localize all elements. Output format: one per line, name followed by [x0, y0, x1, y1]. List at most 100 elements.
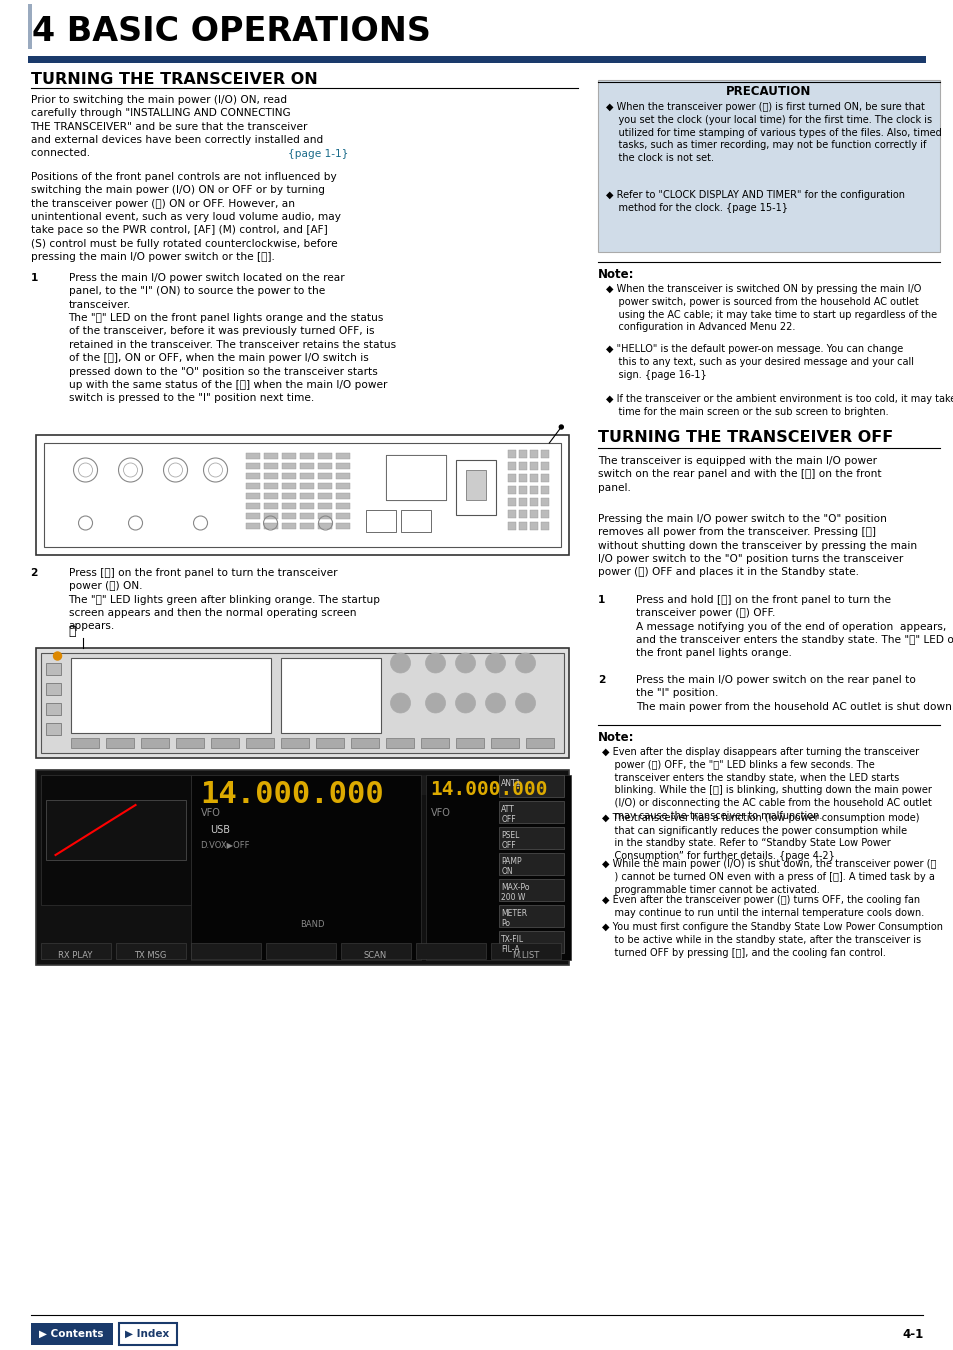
Bar [529, 450, 537, 458]
Circle shape [53, 652, 61, 660]
Bar [140, 738, 169, 748]
Text: ▶ Contents: ▶ Contents [39, 1328, 104, 1339]
Bar [46, 801, 185, 860]
Bar [385, 455, 445, 500]
Text: Press [Ⓧ] on the front panel to turn the transceiver
power (Ⓧ) ON.
The "Ⓧ" LED l: Press [Ⓧ] on the front panel to turn the… [69, 568, 380, 632]
Bar [299, 472, 314, 479]
Bar [263, 522, 277, 529]
Circle shape [485, 693, 505, 713]
Text: VFO: VFO [430, 809, 450, 818]
Text: TX-FIL
FIL-A: TX-FIL FIL-A [500, 936, 524, 954]
Bar [420, 738, 448, 748]
Text: ◆ "HELLO" is the default power-on message. You can change
    this to any text, : ◆ "HELLO" is the default power-on messag… [605, 344, 913, 379]
Bar [263, 463, 277, 468]
Bar [281, 463, 295, 468]
Bar [385, 738, 413, 748]
Bar [299, 454, 314, 459]
Bar [335, 513, 349, 518]
Bar [507, 510, 515, 518]
Bar [498, 853, 564, 875]
Bar [335, 463, 349, 468]
Bar [71, 657, 271, 733]
Text: METER
Po: METER Po [500, 909, 527, 929]
Bar [46, 703, 60, 716]
Bar [315, 738, 343, 748]
Bar [507, 462, 515, 470]
Text: PRECAUTION: PRECAUTION [725, 85, 811, 99]
Bar [455, 738, 483, 748]
Bar [416, 944, 485, 958]
Bar [35, 648, 569, 757]
Bar [106, 738, 133, 748]
Text: ◆ Refer to "CLOCK DISPLAY AND TIMER" for the configuration
    method for the cl: ◆ Refer to "CLOCK DISPLAY AND TIMER" for… [605, 190, 904, 213]
Text: 4-1: 4-1 [902, 1327, 923, 1341]
Bar [317, 513, 332, 518]
Bar [529, 486, 537, 494]
Bar [540, 510, 548, 518]
Text: ◆ Even after the display disappears after turning the transceiver
    power (Ⓧ) : ◆ Even after the display disappears afte… [601, 747, 931, 821]
Circle shape [558, 425, 562, 429]
Circle shape [425, 693, 445, 713]
Bar [335, 483, 349, 489]
Bar [425, 775, 570, 960]
Bar [540, 474, 548, 482]
Bar [281, 472, 295, 479]
Circle shape [515, 693, 535, 713]
Bar [71, 738, 98, 748]
Text: 1: 1 [30, 273, 38, 284]
Bar [299, 522, 314, 529]
Bar [299, 493, 314, 500]
Text: Note:: Note: [598, 269, 634, 281]
Text: ATT
OFF: ATT OFF [500, 805, 516, 825]
Bar [245, 522, 259, 529]
Bar [263, 454, 277, 459]
Text: RX PLAY: RX PLAY [58, 950, 92, 960]
Bar [191, 775, 420, 960]
Bar [540, 462, 548, 470]
Bar [281, 513, 295, 518]
Bar [518, 510, 526, 518]
Text: 4 BASIC OPERATIONS: 4 BASIC OPERATIONS [32, 15, 431, 49]
Bar [455, 460, 495, 514]
Bar [365, 510, 395, 532]
Bar [529, 462, 537, 470]
Text: ◆ Even after the transceiver power (Ⓧ) turns OFF, the cooling fan
    may contin: ◆ Even after the transceiver power (Ⓧ) t… [601, 895, 923, 918]
Text: VFO: VFO [200, 809, 220, 818]
Bar [317, 463, 332, 468]
Circle shape [455, 693, 475, 713]
Bar [245, 513, 259, 518]
Bar [263, 472, 277, 479]
Bar [46, 683, 60, 695]
Text: MAX-Po
200 W: MAX-Po 200 W [500, 883, 529, 902]
Text: ▶ Index: ▶ Index [125, 1328, 170, 1339]
Bar [518, 498, 526, 506]
Text: 14.000.000: 14.000.000 [430, 780, 547, 799]
Text: Press the main I/O power switch located on the rear
panel, to the "I" (ON) to so: Press the main I/O power switch located … [69, 273, 395, 404]
Text: ANT1: ANT1 [500, 779, 521, 788]
Bar [340, 944, 410, 958]
Bar [498, 828, 564, 849]
Bar [507, 486, 515, 494]
Text: BAND: BAND [300, 919, 325, 929]
Bar [175, 738, 203, 748]
Bar [245, 483, 259, 489]
Bar [317, 504, 332, 509]
Bar [245, 454, 259, 459]
Text: ◆ You must first configure the Standby State Low Power Consumption
    to be act: ◆ You must first configure the Standby S… [601, 922, 943, 957]
Text: ◆ If the transceiver or the ambient environment is too cold, it may take
    tim: ◆ If the transceiver or the ambient envi… [605, 394, 953, 417]
Bar [263, 504, 277, 509]
Text: 1: 1 [598, 595, 605, 605]
Text: Prior to switching the main power (I/O) ON, read
carefully through "INSTALLING A: Prior to switching the main power (I/O) … [30, 95, 322, 158]
Bar [518, 450, 526, 458]
Bar [245, 504, 259, 509]
Bar [518, 522, 526, 531]
Text: Press and hold [Ⓧ] on the front panel to turn the
transceiver power (Ⓧ) OFF.
A m: Press and hold [Ⓧ] on the front panel to… [636, 595, 953, 659]
Bar [299, 513, 314, 518]
Text: PAMP
ON: PAMP ON [500, 857, 521, 876]
Bar [35, 435, 569, 555]
Text: ◆ The transceiver has a function (low power consumption mode)
    that can signi: ◆ The transceiver has a function (low po… [601, 813, 919, 861]
Bar [46, 663, 60, 675]
Bar [507, 498, 515, 506]
Bar [317, 472, 332, 479]
Bar [245, 493, 259, 500]
